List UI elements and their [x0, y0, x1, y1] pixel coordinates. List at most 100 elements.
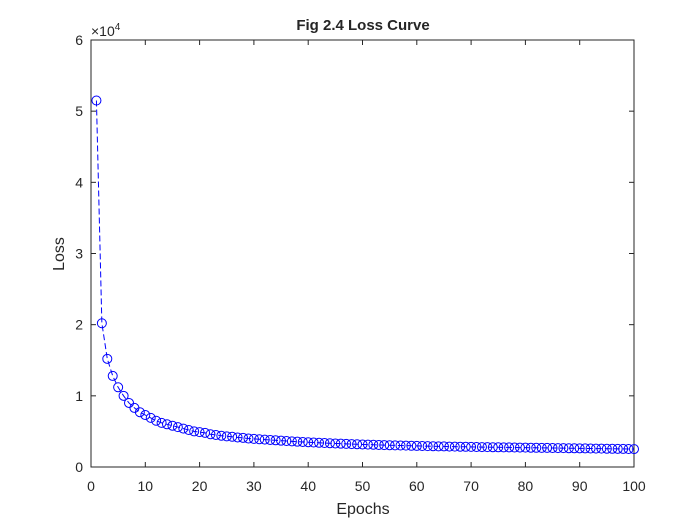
y-exponent-power: 4: [115, 22, 121, 33]
data-point-marker: [514, 442, 525, 453]
y-tick-label: 0: [75, 459, 83, 475]
data-point-marker: [107, 370, 118, 381]
data-point-marker: [428, 441, 439, 452]
y-tick-label: 4: [75, 174, 83, 190]
data-point-marker: [172, 422, 183, 433]
x-tick-label: 20: [192, 478, 208, 494]
data-point-marker: [422, 441, 433, 452]
data-point-marker: [547, 443, 558, 453]
data-point-marker: [509, 442, 520, 453]
data-point-marker: [314, 437, 325, 448]
data-point-marker: [493, 442, 504, 453]
data-point-marker: [542, 442, 553, 453]
data-point-marker: [91, 95, 102, 106]
data-point-marker: [330, 438, 341, 449]
data-point-marker: [276, 435, 287, 446]
plot-area: [90, 39, 635, 468]
data-point-marker: [335, 438, 346, 449]
data-point-marker: [140, 410, 151, 421]
x-tick-label: 30: [246, 478, 262, 494]
data-point-marker: [417, 441, 428, 452]
data-point-marker: [352, 439, 363, 450]
x-tick-label: 70: [463, 478, 479, 494]
chart-title: Fig 2.4 Loss Curve: [296, 17, 429, 34]
data-point-marker: [476, 442, 487, 453]
data-point-marker: [498, 442, 509, 453]
data-point-marker: [254, 434, 265, 445]
data-point-marker: [390, 440, 401, 451]
data-point-marker: [400, 440, 411, 451]
x-tick-label: 10: [138, 478, 154, 494]
data-point-marker: [189, 426, 200, 437]
y-tick-label: 5: [75, 103, 83, 119]
data-point-marker: [585, 443, 596, 454]
data-point-marker: [292, 436, 303, 447]
data-point-marker: [102, 353, 113, 364]
data-point-marker: [384, 440, 395, 451]
x-tick-label: 40: [300, 478, 316, 494]
series-line: [95, 100, 635, 450]
data-point-marker: [200, 427, 211, 438]
data-point-marker: [601, 443, 612, 454]
data-point-marker: [341, 438, 352, 449]
data-point-marker: [297, 436, 308, 447]
data-point-marker: [449, 441, 460, 452]
data-point-marker: [118, 390, 129, 401]
data-point-marker: [618, 443, 629, 454]
data-point-marker: [406, 440, 417, 451]
data-point-marker: [346, 439, 357, 450]
data-point-marker: [368, 439, 379, 450]
data-point-marker: [438, 441, 449, 452]
data-point-marker: [151, 415, 162, 426]
data-point-marker: [433, 441, 444, 452]
data-point-marker: [525, 442, 536, 453]
data-point-marker: [379, 440, 390, 451]
data-point-marker: [471, 442, 482, 452]
data-point-marker: [466, 441, 477, 452]
data-point-marker: [563, 443, 574, 454]
data-point-marker: [216, 430, 227, 441]
data-point-marker: [607, 443, 618, 454]
x-tick-label: 50: [355, 478, 371, 494]
data-point-marker: [623, 443, 634, 454]
data-point-marker: [596, 443, 607, 454]
data-point-marker: [357, 439, 368, 450]
data-point-marker: [210, 429, 221, 440]
tick-group: 0 10 20 30 40 50 60 70 80 90 100 0 1 2 3 4 5 6: [75, 32, 646, 494]
data-point-marker: [156, 417, 167, 428]
y-tick-label: 6: [75, 32, 83, 48]
data-point-marker: [558, 443, 569, 454]
data-point-marker: [362, 439, 373, 450]
data-point-marker: [221, 431, 232, 442]
data-point-marker: [145, 412, 156, 423]
y-exponent-times: ×10: [91, 23, 115, 39]
data-point-marker: [574, 443, 585, 454]
data-point-marker: [124, 397, 135, 408]
data-point-marker: [455, 441, 466, 452]
data-point-marker: [286, 436, 297, 447]
data-point-marker: [373, 439, 384, 450]
data-point-marker: [178, 423, 189, 434]
data-point-marker: [265, 434, 276, 445]
data-point-marker: [612, 443, 623, 454]
x-tick-label: 60: [409, 478, 425, 494]
data-point-marker: [460, 441, 471, 452]
data-point-marker: [319, 438, 330, 449]
data-point-marker: [259, 434, 270, 445]
data-point-marker: [162, 419, 173, 430]
data-point-marker: [629, 444, 639, 455]
data-point-marker: [552, 443, 563, 454]
data-point-marker: [482, 442, 493, 453]
data-point-marker: [536, 442, 547, 453]
data-point-marker: [232, 432, 243, 443]
data-point-marker: [580, 443, 591, 454]
y-axis-label: Loss: [51, 237, 68, 271]
data-point-marker: [504, 442, 515, 453]
x-tick-label: 0: [87, 478, 95, 494]
data-point-marker: [531, 442, 542, 453]
data-point-marker: [194, 427, 205, 438]
x-axis-label: Epochs: [336, 501, 389, 518]
data-point-marker: [238, 432, 249, 443]
data-point-marker: [590, 443, 601, 454]
